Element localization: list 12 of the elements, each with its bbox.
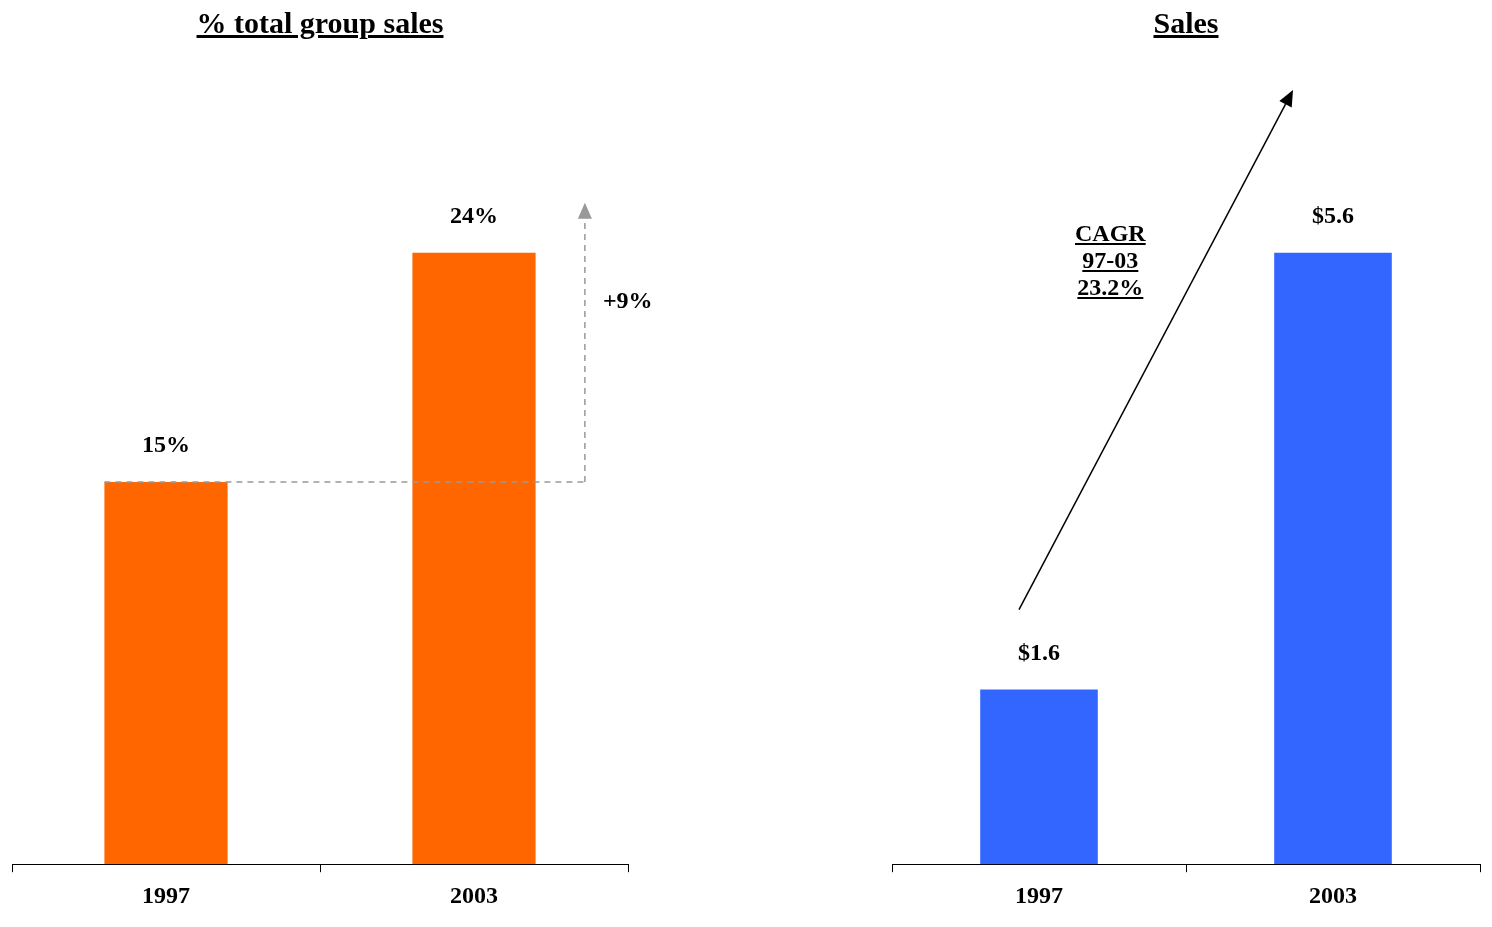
data-label: 15% [142,431,190,458]
x-tick-label: 1997 [1015,881,1063,908]
data-label: 24% [450,202,498,229]
x-tick-label: 1997 [142,881,190,908]
data-label: $1.6 [1018,638,1060,665]
annotation: +9% [602,287,653,315]
chart-title: % total group sales [195,6,445,40]
x-tick-label: 2003 [450,881,498,908]
annotation: CAGR 97-03 23.2% [1075,219,1146,300]
x-tick-label: 2003 [1309,881,1357,908]
chart-title: Sales [1152,6,1220,40]
data-label: $5.6 [1312,202,1354,229]
